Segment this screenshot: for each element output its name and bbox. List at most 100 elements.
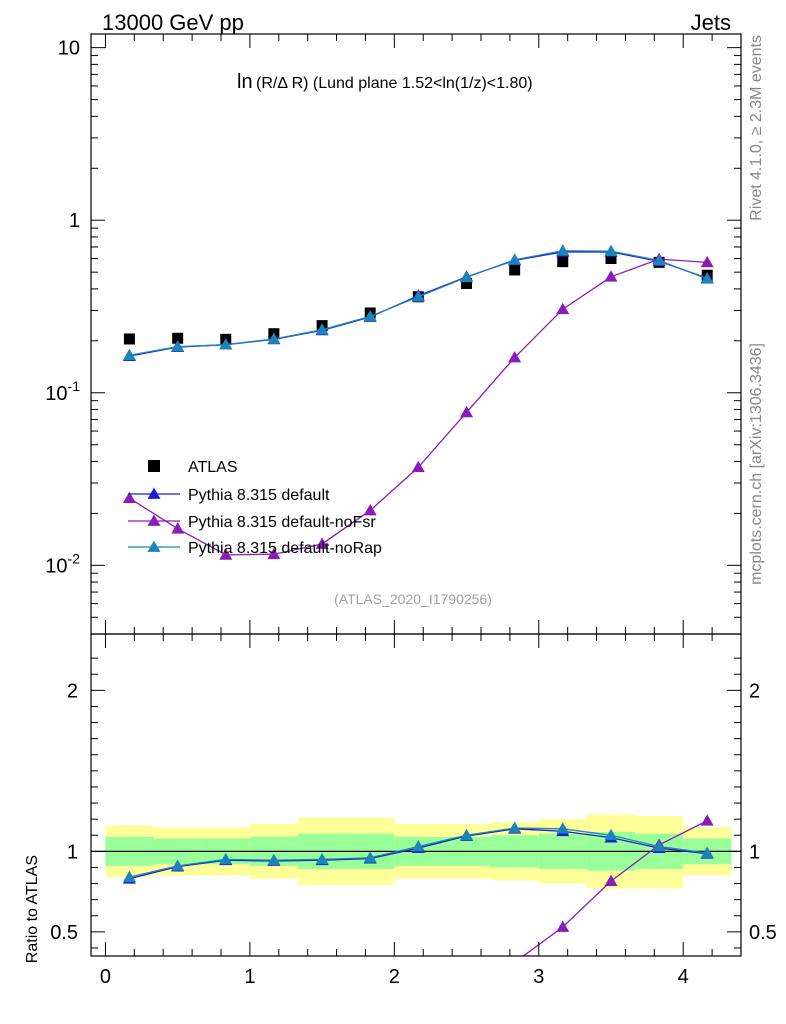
series-line	[129, 250, 708, 356]
series-point	[315, 537, 329, 549]
ratio-point	[556, 822, 570, 834]
legend-label: Pythia 8.315 default-noRap	[188, 540, 382, 557]
ratio-point	[122, 870, 136, 882]
series-line	[129, 258, 708, 556]
ratio-point	[700, 846, 714, 858]
ratio-y-axis-label: Ratio to ATLAS	[24, 855, 41, 963]
ratio-point	[411, 840, 425, 852]
legend-label: Pythia 8.315 default	[188, 487, 330, 504]
ratio-point	[514, 955, 515, 956]
ratio-point	[315, 852, 329, 865]
series-point	[219, 338, 233, 350]
ratio-x-tick-label: 4	[678, 966, 689, 988]
series-point	[556, 244, 570, 256]
ratio-point	[700, 814, 714, 826]
ratio-panel: 0 1 2 3 4 0.5 0.5 1 1 2 2 Ratio to ATLAS	[24, 633, 777, 988]
series-point	[460, 405, 474, 418]
ratio-series-clipped	[122, 814, 714, 956]
process-label: Jets	[691, 10, 731, 35]
main-y-tick-label: 1	[69, 210, 80, 232]
atlas-data-point	[172, 332, 184, 344]
legend-marker	[147, 487, 161, 499]
series-point	[267, 547, 281, 560]
series-point	[315, 323, 329, 335]
series-point	[363, 503, 377, 516]
series-point	[508, 253, 522, 265]
main-y-tick-label: 10-1	[45, 378, 80, 405]
ratio-x-tick-label: 1	[244, 966, 255, 988]
atlas-data-point	[509, 264, 521, 276]
series-point	[604, 270, 618, 282]
ratio-series	[122, 814, 714, 956]
ratio-axis-ticks	[91, 634, 741, 956]
ratio-point	[363, 851, 377, 863]
ratio-frame	[90, 633, 742, 957]
ratio-tick-labels: 0 1 2 3 4 0.5 0.5 1 1 2 2	[50, 680, 777, 988]
series-pythia-8-315-default	[122, 245, 714, 362]
atlas-data-point	[557, 256, 569, 268]
series-point	[267, 332, 281, 344]
analysis-watermark: (ATLAS_2020_I1790256)	[334, 591, 492, 607]
series-point	[411, 290, 425, 302]
ratio-point	[219, 852, 233, 865]
observable-title: (R/Δ R) (Lund plane 1.52<ln(1/z)<1.80)	[256, 75, 533, 92]
ratio-y-tick-label-right: 1	[749, 841, 760, 863]
series-point	[363, 309, 377, 322]
series-point	[556, 302, 570, 315]
series-point	[411, 460, 425, 473]
series-point	[460, 270, 474, 283]
legend-marker-atlas	[148, 460, 160, 472]
ratio-pythia-8-315-default-norap	[122, 821, 714, 882]
ratio-x-tick-label: 2	[389, 966, 400, 988]
ratio-y-tick-label-right: 2	[749, 680, 760, 702]
legend-marker	[147, 514, 161, 526]
legend-label: ATLAS	[188, 459, 238, 476]
legend-label: Pythia 8.315 default-noFsr	[188, 514, 376, 531]
main-y-tick-label: 10-2	[45, 550, 80, 577]
ratio-point	[556, 920, 570, 932]
main-y-tick-label-exponent: -2	[68, 550, 81, 566]
ratio-point	[171, 859, 185, 871]
main-y-tick-label: 10	[58, 38, 80, 60]
ratio-y-tick-label-left: 1	[67, 841, 78, 863]
ratio-point	[652, 840, 666, 852]
series-point	[122, 491, 136, 504]
atlas-data-point	[605, 253, 617, 265]
ratio-point	[604, 874, 618, 887]
main-axis-ticks	[91, 34, 741, 635]
observable-title-ln: ln	[237, 71, 253, 93]
ratio-x-tick-label: 0	[100, 966, 111, 988]
main-y-tick-label-exponent: -1	[68, 378, 81, 394]
atlas-data-point	[461, 277, 473, 289]
series-point	[652, 254, 666, 266]
series-point	[700, 272, 714, 284]
legend-marker	[147, 540, 161, 552]
atlas-data-point	[123, 333, 135, 345]
series-pythia-8-315-default-norap	[122, 244, 714, 361]
series-line	[129, 251, 708, 357]
series-point	[171, 522, 185, 534]
ratio-y-tick-label-right: 0.5	[749, 922, 777, 944]
legend: ATLAS Pythia 8.315 default Pythia 8.315 de…	[128, 459, 382, 557]
beam-label: 13000 GeV pp	[102, 10, 244, 35]
ratio-y-tick-label-left: 0.5	[50, 922, 78, 944]
ratio-y-tick-label-left: 2	[67, 680, 78, 702]
main-series	[122, 244, 714, 560]
main-y-tick-label-base: 10	[45, 383, 67, 405]
mcplots-reference-label: mcplots.cern.ch [arXiv:1306.3436]	[748, 343, 765, 585]
main-y-tick-label-base: 10	[45, 555, 67, 577]
series-point	[604, 244, 618, 257]
ratio-point	[508, 821, 522, 833]
series-point	[508, 351, 522, 363]
series-point	[171, 340, 185, 352]
ratio-point	[267, 853, 281, 866]
series-point	[219, 548, 233, 560]
series-point	[700, 255, 714, 268]
ratio-point	[460, 828, 474, 841]
rivet-version-label: Rivet 4.1.0, ≥ 2.3M events	[748, 35, 765, 221]
ratio-x-tick-label: 3	[533, 966, 544, 988]
ratio-point	[604, 828, 618, 841]
